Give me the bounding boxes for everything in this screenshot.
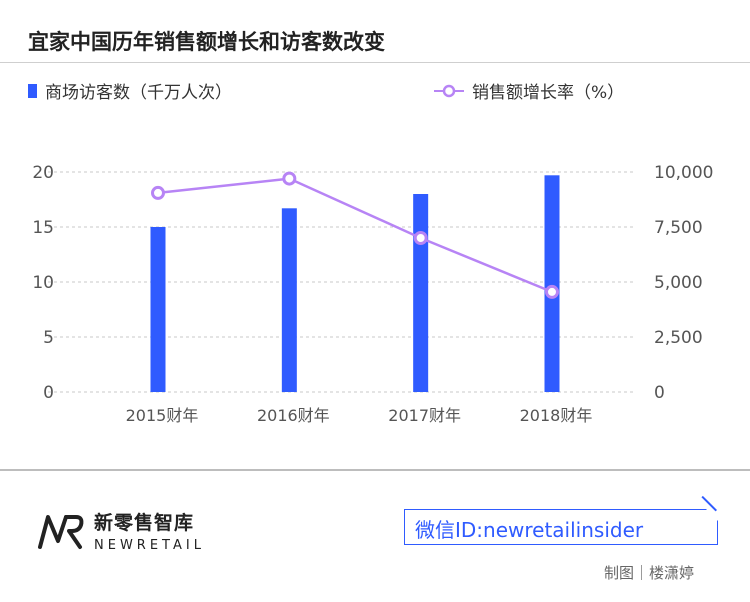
y-left-tick-label: 5 <box>43 328 54 348</box>
growth-point <box>151 185 165 200</box>
y-left-tick-label: 20 <box>32 163 54 183</box>
y-right-tick-label: 5,000 <box>654 273 703 293</box>
wechat-box-fold <box>705 508 719 522</box>
growth-point <box>545 284 559 299</box>
growth-line <box>157 177 553 294</box>
x-tick-label: 2016财年 <box>257 406 330 425</box>
footer-divider <box>0 469 750 471</box>
chart-credit: 制图｜楼潇婷 <box>603 564 694 582</box>
combo-chart: 0 5 10 15 20 0 2,500 5,000 7,500 10,000 2015财年 2016… <box>32 163 713 425</box>
logo-en-text: NEWRETAIL <box>94 538 205 553</box>
legend-item-growth: 销售额增长率（%） <box>434 78 624 103</box>
y-left-tick-label: 0 <box>43 383 54 403</box>
x-tick-label: 2018财年 <box>520 406 593 425</box>
growth-point <box>413 231 428 245</box>
y-right-tick-label: 2,500 <box>654 328 703 348</box>
chart-title: 宜家中国历年销售额增长和访客数改变 <box>28 30 385 54</box>
y-left-tick-label: 10 <box>32 273 54 293</box>
bar-visitors <box>544 175 560 392</box>
logo: 新零售智库 NEWRETAIL <box>36 508 205 553</box>
growth-point <box>282 171 297 186</box>
logo-cn-text: 新零售智库 <box>94 512 195 534</box>
x-tick-label: 2015财年 <box>126 406 199 425</box>
legend-label-visitors: 商场访客数（千万人次） <box>45 83 232 103</box>
y-right-tick-label: 10,000 <box>654 163 713 183</box>
y-right-tick-label: 0 <box>654 383 665 403</box>
legend-line-swatch <box>434 82 464 100</box>
newretail-logo-icon <box>38 514 84 549</box>
title-divider <box>0 62 750 63</box>
wechat-id-box: 微信ID:newretailinsider <box>404 495 719 545</box>
bar-visitors <box>413 194 429 392</box>
x-tick-label: 2017财年 <box>388 406 461 425</box>
bar-visitors <box>281 208 297 392</box>
legend-item-visitors: 商场访客数（千万人次） <box>28 78 232 103</box>
legend-label-growth: 销售额增长率（%） <box>472 83 625 103</box>
bar-visitors <box>150 227 166 392</box>
wechat-id-text: 微信ID:newretailinsider <box>415 518 644 542</box>
legend-bar-swatch <box>28 83 37 98</box>
y-right-tick-label: 7,500 <box>654 218 703 238</box>
y-left-tick-label: 15 <box>32 218 54 238</box>
